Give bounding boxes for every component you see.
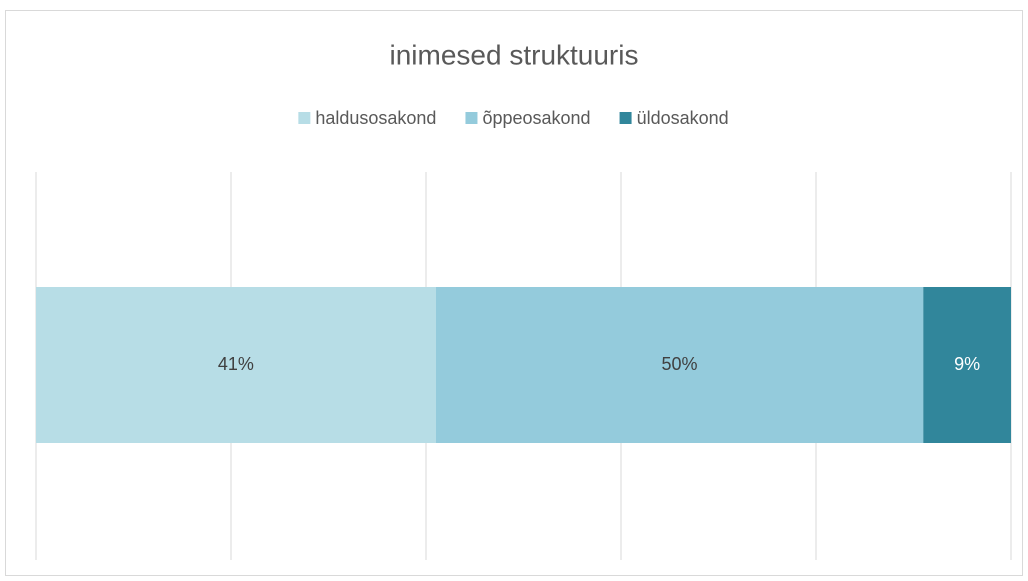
legend-label: üldosakond — [637, 108, 729, 128]
bar-segment — [923, 287, 1011, 443]
data-label: 50% — [661, 354, 697, 374]
legend-label: haldusosakond — [315, 108, 436, 128]
chart-title: inimesed struktuuris — [390, 39, 639, 70]
bar-segment — [435, 287, 924, 443]
legend-swatch — [619, 112, 632, 124]
legend-swatch — [465, 112, 478, 124]
legend-label: õppeosakond — [482, 108, 590, 128]
data-label: 9% — [954, 354, 980, 374]
bar-segment — [36, 287, 436, 443]
data-label: 41% — [218, 354, 254, 374]
legend-swatch — [298, 112, 311, 124]
